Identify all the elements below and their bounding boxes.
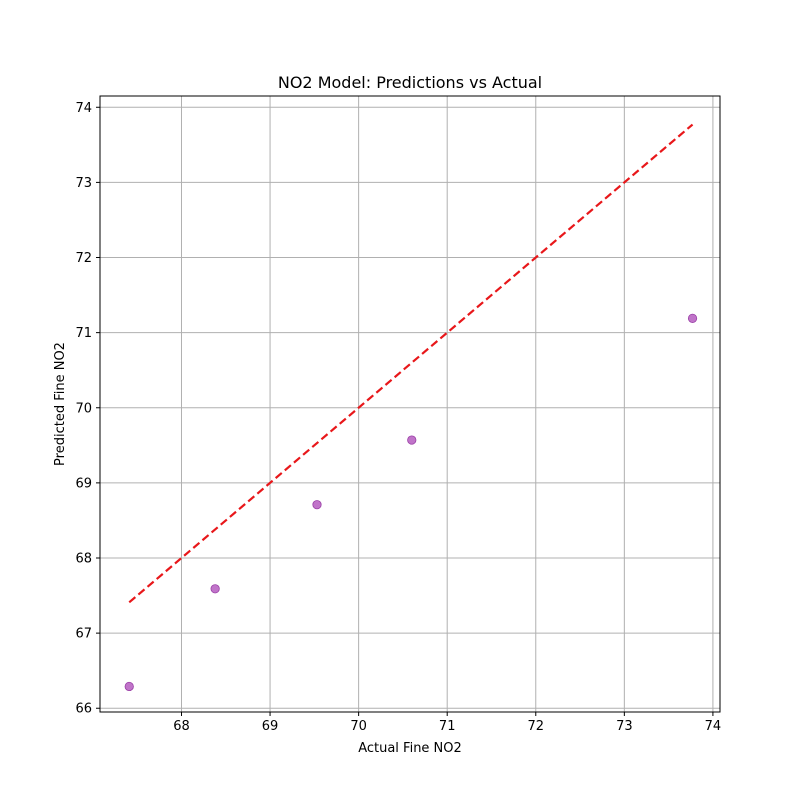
y-tick-label: 67 <box>75 627 92 642</box>
x-tick-label: 70 <box>350 719 367 734</box>
y-axis-label: Predicted Fine NO2 <box>53 342 68 466</box>
y-tick-label: 68 <box>75 552 92 567</box>
scatter-point <box>407 435 417 445</box>
x-tick-label: 68 <box>173 719 190 734</box>
y-axis-ticks: 66 67 68 69 70 71 72 73 74 <box>75 101 100 717</box>
x-tick-label: 71 <box>439 719 456 734</box>
plot-frame <box>99 95 721 713</box>
grid-lines <box>100 96 720 712</box>
y-tick-label: 66 <box>75 702 92 717</box>
reference-line <box>128 123 694 604</box>
x-tick-label: 72 <box>527 719 544 734</box>
data-points-layer <box>124 313 698 692</box>
y-tick-label: 74 <box>75 101 92 116</box>
scatter-point <box>124 681 134 692</box>
y-tick-label: 72 <box>75 251 92 266</box>
x-tick-label: 73 <box>616 719 633 734</box>
y-tick-label: 70 <box>75 401 92 416</box>
y-tick-label: 71 <box>75 326 92 341</box>
x-tick-label: 69 <box>262 719 279 734</box>
y-tick-label: 73 <box>75 176 92 191</box>
x-axis-label: Actual Fine NO2 <box>358 741 462 756</box>
scatter-point <box>687 313 698 323</box>
chart-title: NO2 Model: Predictions vs Actual <box>278 73 542 92</box>
scatter-point <box>210 584 220 594</box>
scatter-point <box>312 500 322 510</box>
x-axis-ticks: 68 69 70 71 72 73 74 <box>173 712 721 734</box>
y-tick-label: 69 <box>75 476 92 491</box>
x-tick-label: 74 <box>705 719 722 734</box>
reference-line-layer <box>128 123 694 604</box>
